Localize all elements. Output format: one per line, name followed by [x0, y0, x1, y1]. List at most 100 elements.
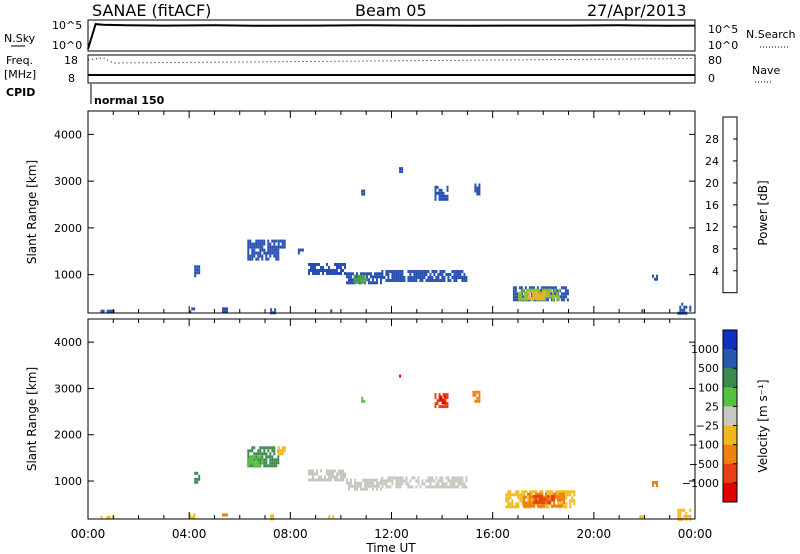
scatter-cell — [438, 405, 441, 409]
freq-label: Freq. — [6, 54, 33, 67]
scatter-cell — [247, 449, 250, 453]
scatter-cell — [476, 186, 479, 190]
scatter-cell — [417, 273, 420, 276]
scatter-cell — [352, 484, 354, 488]
scatter-cell — [249, 254, 252, 258]
scatter-cell — [559, 504, 561, 508]
scatter-cell — [364, 487, 366, 491]
scatter-cell — [251, 242, 254, 246]
scatter-cell — [442, 191, 445, 195]
scatter-cell — [566, 292, 569, 296]
scatter-cell — [330, 309, 333, 313]
scatter-cell — [562, 298, 565, 302]
scatter-cell — [562, 295, 565, 299]
scatter-cell — [259, 449, 262, 453]
scatter-cell — [548, 291, 550, 295]
scatter-cell — [273, 449, 276, 453]
scatter-cell — [423, 276, 426, 279]
scatter-cell — [312, 469, 314, 473]
scatter-cell — [253, 461, 256, 465]
scatter-cell — [106, 515, 109, 519]
scatter-cell — [438, 194, 441, 198]
scatter-cell — [407, 485, 410, 489]
scatter-cell — [409, 276, 412, 279]
y-tick-label: 1000 — [54, 475, 82, 488]
scatter-cell — [395, 476, 398, 480]
scatter-cell — [443, 395, 446, 399]
scatter-cell — [425, 279, 428, 282]
scatter-cell — [526, 288, 528, 292]
scatter-cell — [364, 484, 366, 488]
scatter-cell — [277, 452, 280, 456]
scatter-cell — [444, 405, 447, 409]
scatter-cell — [251, 446, 254, 450]
scatter-cell — [324, 475, 326, 479]
scatter-cell — [534, 297, 537, 300]
scatter-cell — [380, 281, 382, 285]
scatter-cell — [385, 482, 388, 486]
scatter-cell — [364, 481, 366, 485]
scatter-cell — [366, 272, 368, 276]
scatter-cell — [330, 475, 332, 479]
scatter-cell — [374, 484, 376, 488]
scatter-cell — [478, 183, 481, 187]
scatter-cell — [529, 501, 531, 505]
scatter-cell — [557, 498, 559, 502]
scatter-cell — [310, 469, 312, 473]
scatter-cell — [405, 479, 408, 483]
scatter-cell — [567, 493, 570, 497]
scatter-cell — [253, 446, 256, 450]
scatter-cell — [316, 469, 318, 473]
scatter-cell — [273, 464, 276, 468]
scatter-cell — [514, 292, 517, 296]
velocity-panel-background — [88, 319, 695, 519]
scatter-cell — [314, 478, 316, 482]
scatter-cell — [535, 494, 538, 498]
scatter-cell — [457, 270, 460, 273]
scatter-cell — [441, 401, 444, 405]
scatter-cell — [196, 477, 199, 481]
scatter-cell — [277, 449, 280, 453]
scatter-cell — [362, 487, 364, 491]
scatter-cell — [528, 294, 531, 297]
scatter-cell — [459, 273, 462, 276]
scatter-cell — [534, 288, 536, 292]
scatter-cell — [656, 484, 658, 487]
scatter-cell — [438, 188, 441, 192]
scatter-cell — [308, 272, 310, 275]
scatter-cell — [455, 479, 458, 483]
scatter-cell — [547, 505, 550, 509]
velocity-ylabel: Slant Range [km] — [25, 367, 39, 471]
scatter-cell — [459, 276, 462, 279]
scatter-cell — [552, 289, 555, 293]
scatter-cell — [370, 272, 372, 276]
scatter-cell — [328, 266, 330, 269]
scatter-cell — [518, 297, 520, 301]
scatter-cell — [545, 490, 548, 494]
scatter-cell — [419, 270, 422, 273]
scatter-cell — [355, 277, 358, 281]
scatter-cell — [444, 399, 447, 403]
scatter-cell — [407, 276, 410, 279]
scatter-cell — [540, 289, 543, 293]
scatter-cell — [536, 286, 539, 290]
scatter-cell — [401, 482, 404, 486]
scatter-cell — [522, 288, 524, 292]
scatter-cell — [465, 279, 468, 282]
scatter-cell — [639, 515, 642, 519]
scatter-cell — [547, 500, 550, 504]
scatter-cell — [332, 475, 334, 479]
scatter-cell — [539, 497, 542, 501]
time-tick-label: 00:00 — [71, 527, 106, 541]
station-title: SANAE (fitACF) — [92, 1, 211, 20]
scatter-cell — [283, 446, 286, 450]
scatter-cell — [444, 393, 447, 397]
scatter-cell — [365, 277, 368, 281]
scatter-cell — [564, 286, 567, 290]
scatter-cell — [350, 281, 352, 285]
scatter-cell — [553, 504, 555, 508]
scatter-cell — [255, 455, 258, 459]
freq-tick-top: 18 — [64, 54, 78, 67]
scatter-cell — [429, 476, 432, 480]
scatter-cell — [457, 479, 460, 483]
